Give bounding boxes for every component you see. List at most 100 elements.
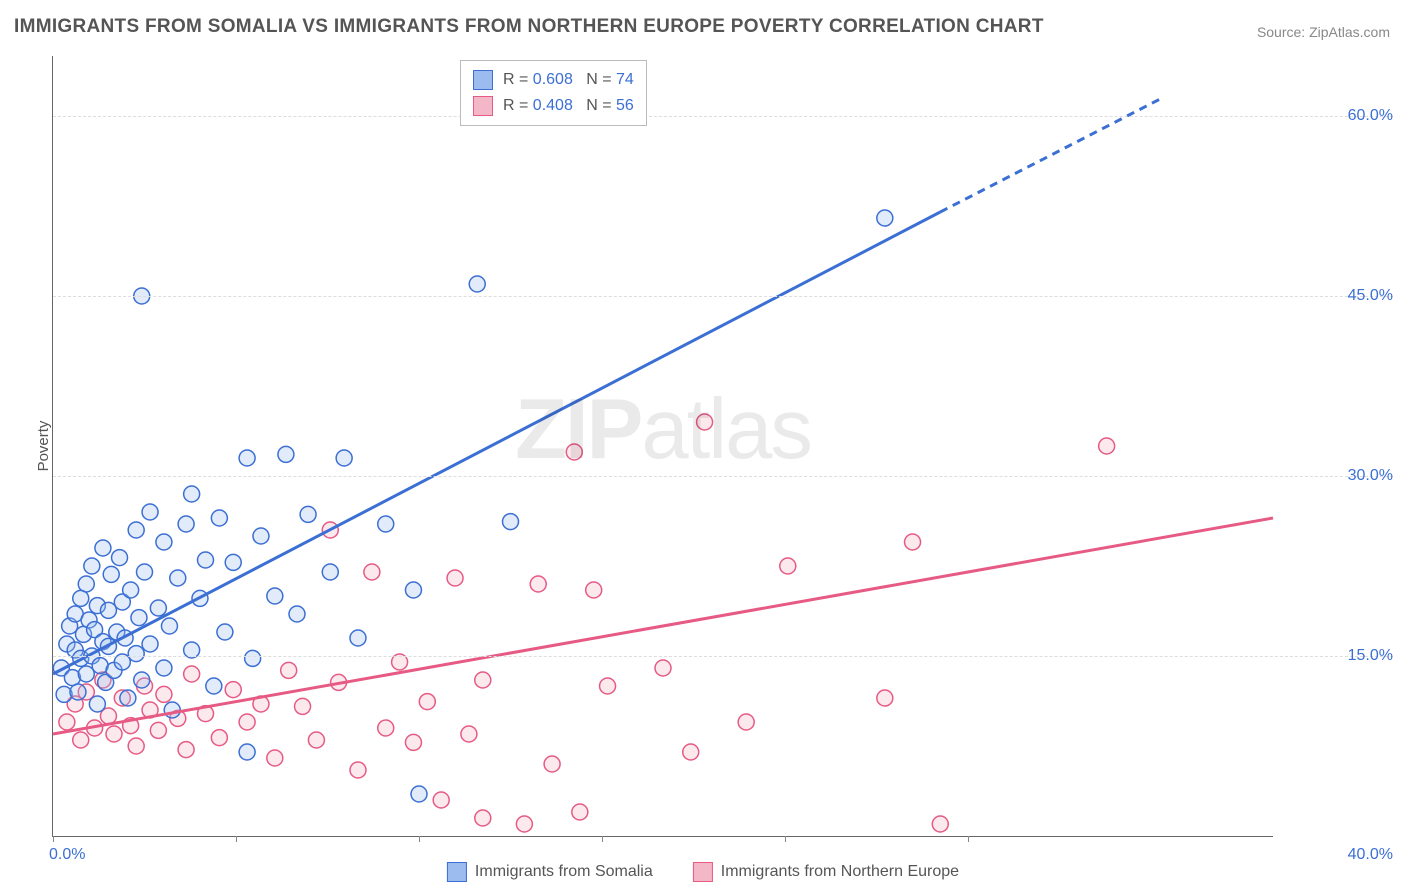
swatch-somalia-icon [447,862,467,882]
source-attribution: Source: ZipAtlas.com [1257,24,1390,40]
data-point [405,734,421,750]
gridline [53,476,1393,477]
data-point [378,516,394,532]
legend-label-somalia: Immigrants from Somalia [475,863,653,881]
data-point [475,672,491,688]
data-point [308,732,324,748]
data-point [239,450,255,466]
data-point [655,660,671,676]
data-point [128,522,144,538]
data-point [137,564,153,580]
data-point [932,816,948,832]
data-point [433,792,449,808]
data-point [170,570,186,586]
x-minor-tick [785,836,786,842]
n-label-neurope: N = [586,97,616,114]
x-minor-tick [53,836,54,842]
data-point [566,444,582,460]
data-point [239,714,255,730]
data-point [156,534,172,550]
data-point [73,732,89,748]
data-point [295,698,311,714]
data-point [128,738,144,754]
data-point [411,786,427,802]
data-point [206,678,222,694]
data-point [106,726,122,742]
data-point [905,534,921,550]
y-tick-label: 15.0% [1283,647,1393,665]
data-point [217,624,233,640]
data-point [178,516,194,532]
legend-series: Immigrants from Somalia Immigrants from … [447,862,959,882]
data-point [128,646,144,662]
n-label-somalia: N = [586,71,616,88]
data-point [544,756,560,772]
data-point [161,618,177,634]
data-point [164,702,180,718]
data-point [120,690,136,706]
data-point [73,590,89,606]
source-prefix: Source: [1257,24,1309,40]
data-point [245,650,261,666]
data-point [516,816,532,832]
data-point [600,678,616,694]
data-point [225,554,241,570]
data-point [461,726,477,742]
data-point [198,552,214,568]
swatch-neurope-icon [473,96,493,116]
x-minor-tick [968,836,969,842]
data-point [70,684,86,700]
data-point [289,606,305,622]
swatch-somalia-icon [473,70,493,90]
data-point [239,744,255,760]
data-point [877,690,893,706]
data-point [59,714,75,730]
data-point [1099,438,1115,454]
r-label-neurope: R = [503,97,533,114]
y-tick-label: 60.0% [1283,107,1393,125]
data-point [336,450,352,466]
data-point [78,576,94,592]
data-point [469,276,485,292]
data-point [123,582,139,598]
scatter-plot-svg [53,56,1393,836]
n-value-somalia: 74 [616,71,634,88]
data-point [281,662,297,678]
data-point [156,660,172,676]
legend-stats: R = 0.608 N = 74 R = 0.408 N = 56 [460,60,647,126]
data-point [278,446,294,462]
legend-label-neurope: Immigrants from Northern Europe [721,863,959,881]
data-point [103,566,119,582]
source-name: ZipAtlas.com [1309,24,1390,40]
data-point [178,742,194,758]
legend-item-somalia: Immigrants from Somalia [447,862,653,882]
data-point [405,582,421,598]
legend-stats-row-neurope: R = 0.408 N = 56 [473,93,634,119]
data-point [225,682,241,698]
gridline [53,296,1393,297]
r-label-somalia: R = [503,71,533,88]
y-tick-label: 45.0% [1283,287,1393,305]
data-point [419,694,435,710]
data-point [572,804,588,820]
data-point [267,588,283,604]
data-point [378,720,394,736]
x-minor-tick [419,836,420,842]
trend-line [53,212,940,674]
data-point [211,730,227,746]
r-value-somalia: 0.608 [533,71,573,88]
x-minor-tick [602,836,603,842]
data-point [134,672,150,688]
data-point [322,564,338,580]
data-point [184,486,200,502]
data-point [211,510,227,526]
n-value-neurope: 56 [616,97,634,114]
data-point [738,714,754,730]
data-point [877,210,893,226]
data-point [89,696,105,712]
data-point [780,558,796,574]
data-point [683,744,699,760]
data-point [253,528,269,544]
data-point [586,582,602,598]
data-point [350,630,366,646]
